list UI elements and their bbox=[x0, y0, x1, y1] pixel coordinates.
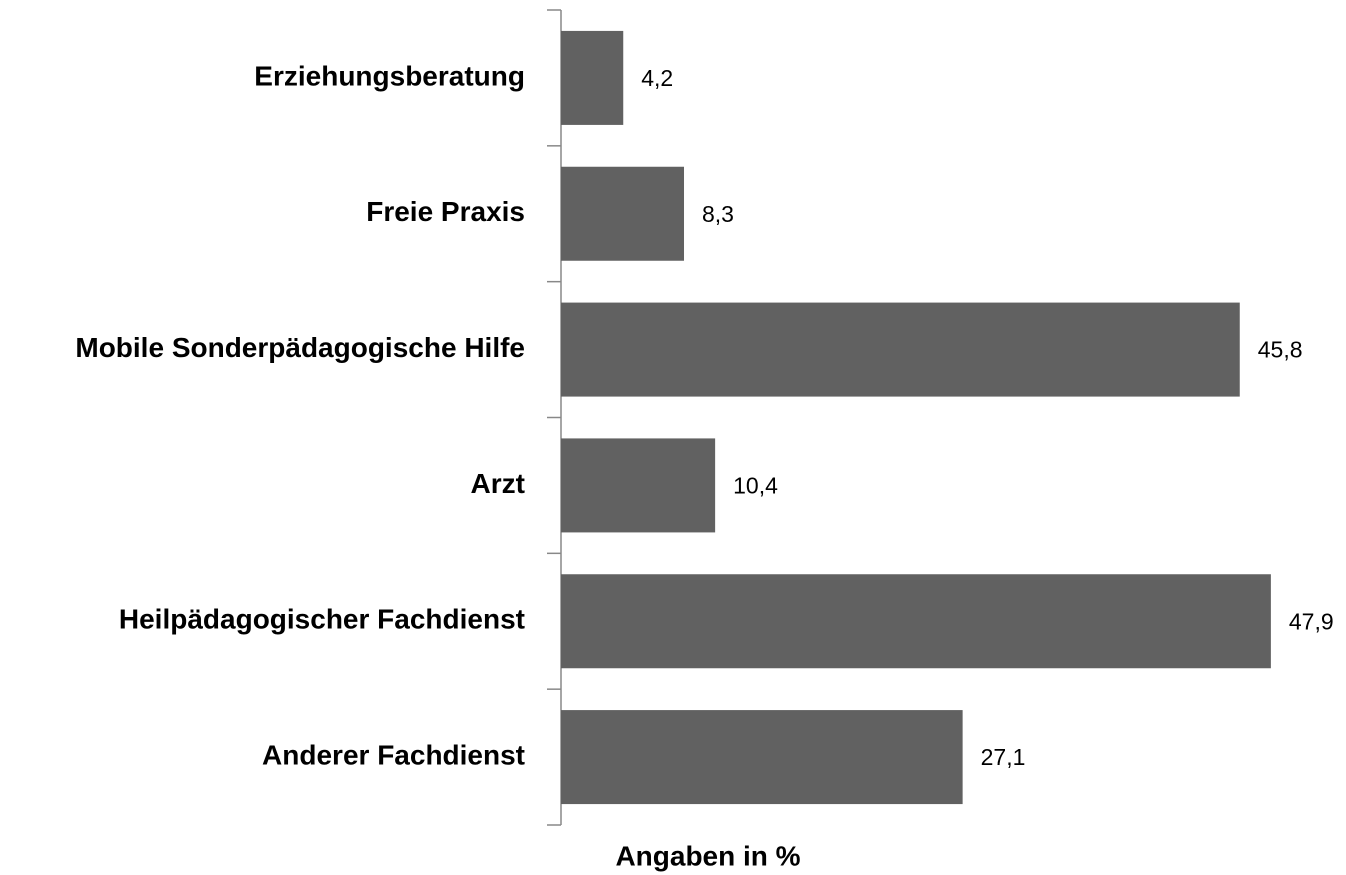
y-tick-label: Anderer Fachdienst bbox=[262, 739, 525, 770]
value-label: 45,8 bbox=[1258, 337, 1303, 363]
value-label: 4,2 bbox=[641, 65, 673, 91]
value-label: 8,3 bbox=[702, 201, 734, 227]
bar bbox=[561, 30, 624, 125]
y-tick-label: Mobile Sonderpädagogische Hilfe bbox=[75, 332, 525, 363]
bar bbox=[561, 438, 716, 533]
x-axis-title: Angaben in % bbox=[615, 840, 800, 871]
bar bbox=[561, 574, 1271, 669]
y-tick-label: Heilpädagogischer Fachdienst bbox=[119, 604, 525, 635]
value-label: 47,9 bbox=[1289, 608, 1334, 634]
y-tick-label: Erziehungsberatung bbox=[254, 60, 525, 91]
y-tick-label: Arzt bbox=[471, 468, 525, 499]
bar bbox=[561, 302, 1240, 397]
value-label: 27,1 bbox=[981, 744, 1026, 770]
y-tick-label: Freie Praxis bbox=[366, 196, 525, 227]
bar bbox=[561, 166, 685, 261]
value-label: 10,4 bbox=[733, 472, 778, 498]
bar bbox=[561, 710, 963, 805]
